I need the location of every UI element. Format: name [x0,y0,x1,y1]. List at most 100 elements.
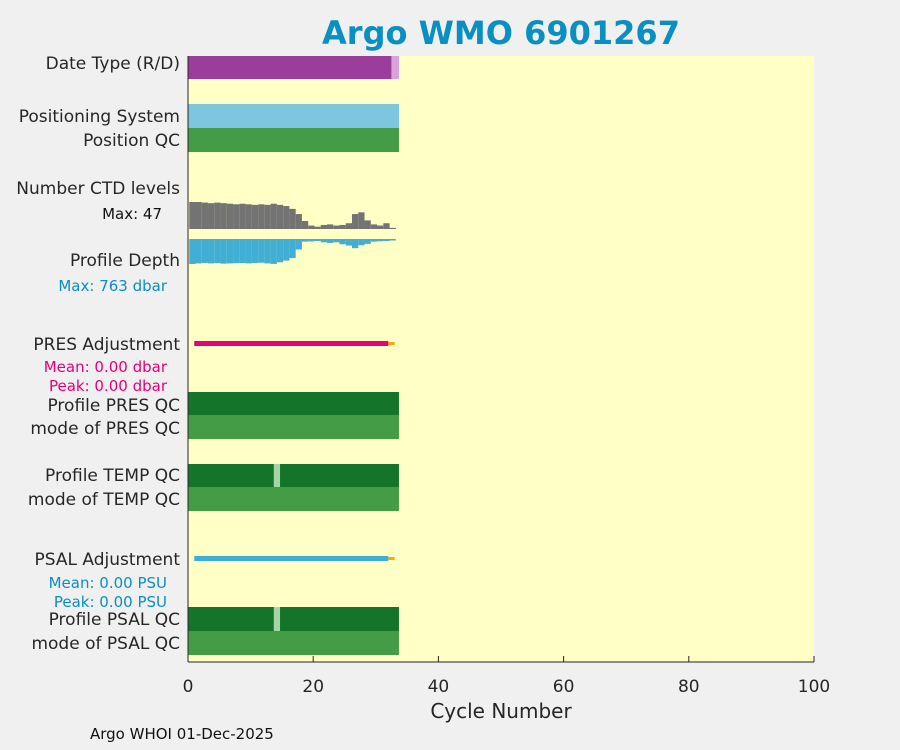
profile-depth-bar [345,239,353,246]
profile-depth-bar [383,239,390,241]
ctd-levels-bar [352,214,359,229]
profile-depth-bar [245,239,252,264]
profile-depth-bar [251,239,259,263]
x-axis-label: Cycle Number [430,699,572,723]
x-tick-label: 60 [553,677,575,697]
ctd-levels-bar [326,224,334,229]
ctd-levels-bar [226,203,234,229]
ctd-levels-bar [383,223,390,229]
profile-depth-bar [314,239,321,241]
profile-depth-bar [308,239,315,242]
ctd-levels-bar [301,220,309,229]
row-labels: Date Type (R/D) Positioning System Positio… [16,54,180,654]
ctd-levels-bar [283,206,290,229]
pres-adjustment-end [388,342,395,345]
profile-depth-bar [295,239,302,250]
ctd-levels-bar [308,225,315,229]
row-label-mode-temp-qc: mode of TEMP QC [28,490,180,510]
positioning-system-bar [188,104,399,128]
profile-psal-qc-bar [188,607,399,631]
ctd-levels-bar [339,224,346,229]
profile-depth-bar [214,239,221,264]
ctd-levels-bar [264,204,271,229]
profile-temp-qc-flag [273,464,281,487]
ctd-levels-bar [270,203,277,229]
row-label-psal-adjustment: PSAL Adjustment [35,550,181,570]
date-type-bar-delayed [391,56,399,79]
profile-depth-bar [389,239,396,241]
ctd-levels-bar [333,225,340,229]
profile-depth-bar [333,239,340,243]
profile-depth-bar [289,239,296,259]
profile-pres-qc-bar [188,392,399,415]
ctd-levels-bar [258,204,265,229]
row-label-profile-depth: Profile Depth [70,251,180,271]
profile-depth-bar [339,239,346,245]
profile-depth-bar [264,239,271,264]
ctd-levels-bar [208,203,215,229]
pres-peak-note: Peak: 0.00 dbar [49,377,168,395]
row-label-positioning-system: Positioning System [19,107,180,127]
ctd-levels-bar [189,202,196,229]
ctd-levels-bar [233,204,240,229]
x-tick-label: 100 [798,677,830,697]
x-tick-label: 20 [302,677,324,697]
row-label-profile-temp-qc: Profile TEMP QC [45,466,180,486]
row-label-ctd-levels: Number CTD levels [16,179,180,199]
ctd-levels-bar [314,226,321,229]
profile-depth-bar [364,239,371,244]
ctd-levels-bar [295,214,302,229]
x-axis: 0 20 40 60 80 100 [183,56,830,697]
ctd-levels-bar [195,202,202,229]
chart-title: Argo WMO 6901267 [322,14,680,52]
profile-depth-bar [358,239,365,246]
profile-depth-bar [189,239,196,264]
row-label-pres-adjustment: PRES Adjustment [33,335,180,355]
profile-depth-bar [226,239,234,264]
psal-adjustment-line [194,556,389,561]
ctd-levels-bar [358,212,365,229]
profile-depth-bar [301,239,309,242]
ctd-levels-bar [389,227,396,229]
profile-temp-qc-bar [188,464,399,487]
ctd-levels-bar [289,208,296,229]
pres-adjustment-line [194,341,389,346]
row-label-profile-psal-qc: Profile PSAL QC [49,610,180,630]
ctd-levels-bar [251,204,259,229]
profile-depth-bar [195,239,202,264]
date-type-bar-real-time [188,56,392,79]
ctd-levels-bar [214,202,221,229]
psal-peak-note: Peak: 0.00 PSU [54,593,167,611]
profile-depth-bar [239,239,246,264]
ctd-levels-bar [220,203,227,229]
ctd-levels-bar [345,223,353,229]
profile-depth-bar [258,239,265,263]
footer-credit: Argo WHOI 01-Dec-2025 [90,725,274,743]
psal-mean-note: Mean: 0.00 PSU [49,574,167,592]
ctd-levels-bar [276,204,284,229]
profile-depth-bar [276,239,284,263]
profile-depth-bar [320,239,327,243]
position-qc-bar [188,128,399,152]
ctd-levels-bar [201,202,209,229]
profile-depth-bar [326,239,334,243]
row-label-mode-psal-qc: mode of PSAL QC [31,634,180,654]
depth-max-note: Max: 763 dbar [58,277,167,295]
ctd-levels-bar [377,225,384,229]
profile-psal-qc-flag [273,607,281,631]
mode-psal-qc-bar [188,631,399,655]
profile-depth-bar [201,239,209,263]
mode-pres-qc-bar [188,415,399,439]
profile-depth-bar [208,239,215,264]
profile-depth-bar [377,239,384,242]
profile-depth-bar [352,239,359,249]
profile-depth-bar [270,239,277,264]
row-label-position-qc: Position QC [83,131,180,151]
profile-depth-bar [220,239,227,264]
psal-adjustment-end [388,557,395,560]
mode-temp-qc-bar [188,487,399,511]
row-label-date-type: Date Type (R/D) [46,54,180,74]
ctd-levels-bar [370,224,378,229]
ctd-max-note: Max: 47 [102,205,162,223]
